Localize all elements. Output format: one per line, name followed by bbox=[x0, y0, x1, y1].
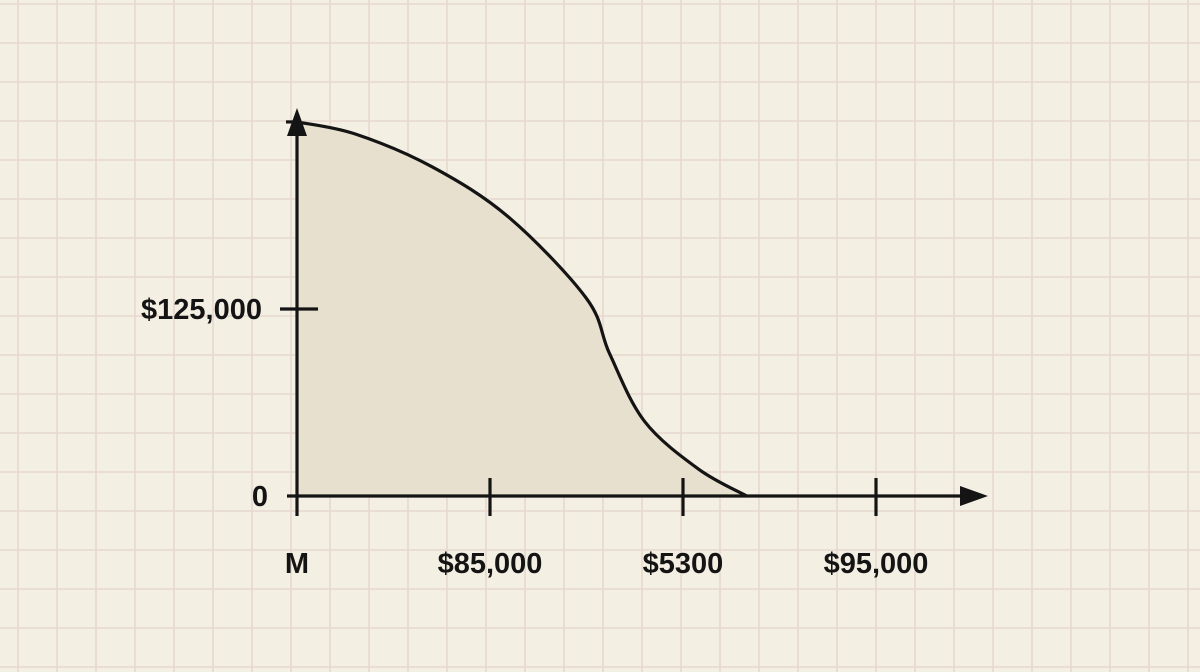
area-fill bbox=[297, 121, 747, 496]
series-line bbox=[295, 120, 749, 498]
tick-labels: 0 $125,000 M $85,000 $5300 $95,000 bbox=[141, 294, 928, 580]
y-tick-label: 0 bbox=[252, 481, 268, 513]
x-tick-label: $5300 bbox=[643, 548, 724, 580]
x-tick-label: M bbox=[285, 548, 309, 580]
y-tick-label: $125,000 bbox=[141, 294, 262, 326]
x-tick-label: $95,000 bbox=[824, 548, 929, 580]
plot-area bbox=[295, 120, 749, 498]
x-axis-arrow bbox=[960, 486, 988, 506]
axes bbox=[280, 108, 988, 516]
x-tick-label: $85,000 bbox=[438, 548, 543, 580]
